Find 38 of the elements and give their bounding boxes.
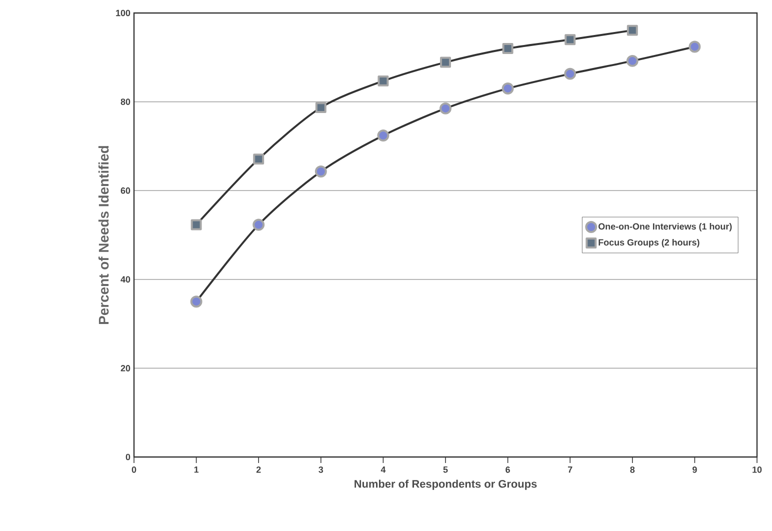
point [502,43,514,54]
legend-label: Focus Groups (2 hours) [598,238,700,248]
point [190,219,202,230]
point [564,68,576,80]
x-tick-label: 6 [506,466,510,473]
point [190,296,202,308]
point [253,154,264,165]
point [377,130,390,142]
x-tick-label: 7 [568,466,572,473]
point [688,40,701,53]
x-tick-label: 4 [380,466,386,473]
point [626,54,638,67]
x-tick-label: 2 [256,466,261,473]
y-tick-label: 100 [116,10,130,16]
x-tick-label: 1 [194,466,199,473]
x-tick-label: 3 [318,466,324,473]
point [626,24,638,36]
x-tick-label: 9 [692,466,697,473]
y-tick-label: 60 [120,187,130,194]
point [440,102,452,114]
point [314,166,327,178]
point [252,218,265,231]
x-tick-label: 0 [132,466,136,473]
y-tick-label: 80 [120,98,130,105]
point [440,56,451,68]
x-tick-label: 8 [630,466,635,473]
y-axis-title: Percent of Needs Identified [98,146,109,324]
x-tick-label: 10 [752,466,762,473]
y-tick-label: 0 [126,454,130,460]
x-axis-title: Number of Respondents or Groups [354,480,537,490]
point [564,34,576,46]
y-tick-label: 20 [120,365,130,372]
y-tick-label: 40 [120,276,130,283]
point [378,75,389,86]
point [502,82,514,94]
x-tick-label: 5 [443,466,448,473]
point [315,102,326,114]
legend-label: One-on-One Interviews (1 hour) [598,223,732,232]
